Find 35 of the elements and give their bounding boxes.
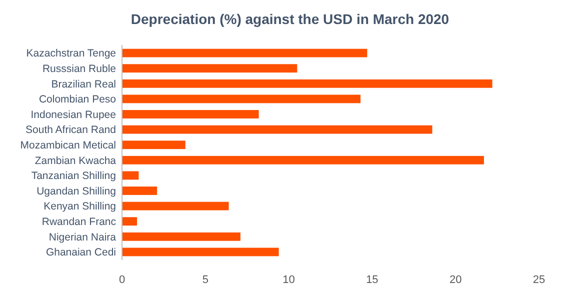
- chart-title: Depreciation (%) against the USD in March 2020: [130, 11, 450, 27]
- bar: [122, 79, 492, 88]
- x-tick-label: 5: [202, 274, 208, 286]
- y-tick-label: Ghanaian Cedi: [46, 246, 116, 259]
- bar: [122, 156, 484, 164]
- bar: [122, 110, 259, 118]
- y-tick-label: Indonesian Rupee: [30, 108, 116, 121]
- bar: [122, 64, 298, 73]
- bar: [122, 94, 361, 104]
- x-tick-label: 0: [118, 274, 126, 286]
- bar: [122, 248, 279, 256]
- y-tick-label: Mozambican Metical: [20, 140, 116, 152]
- bar: [122, 186, 158, 195]
- y-tick-label: Kenyan Shilling: [44, 200, 116, 213]
- y-tick-label: Brazilian Real: [51, 78, 116, 90]
- bar: [122, 140, 186, 150]
- y-tick-label: Colombian Peso: [38, 94, 116, 106]
- y-tick-label: Rwandan Franc: [42, 216, 116, 228]
- bar: [122, 217, 138, 226]
- y-tick-label: Tanzanian Shilling: [31, 170, 116, 182]
- bar: [122, 202, 229, 210]
- bar: [122, 125, 432, 134]
- y-tick-label: Ugandan Shilling: [36, 185, 116, 198]
- y-tick-label: South African Rand: [26, 124, 116, 136]
- x-tick-label: 25: [532, 274, 546, 286]
- y-tick-label: Zambian Kwacha: [34, 154, 116, 167]
- bar: [122, 48, 368, 58]
- bar: [122, 171, 139, 180]
- y-tick-label: Nigerian Naira: [48, 231, 116, 244]
- x-tick-label: 10: [282, 274, 295, 286]
- bar: [122, 232, 240, 241]
- x-tick-label: 15: [366, 274, 378, 286]
- y-tick-label: Russsian Ruble: [42, 63, 116, 76]
- y-tick-label: Kazachstran Tenge: [26, 48, 116, 60]
- x-tick-label: 20: [449, 274, 462, 286]
